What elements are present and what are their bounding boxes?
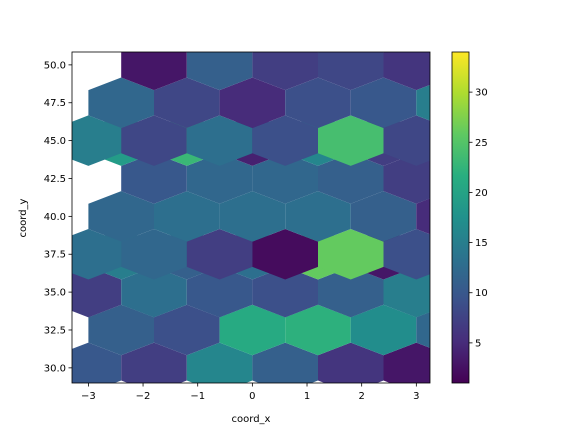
hexbin-cell: [515, 153, 576, 204]
hexbin-cell: [285, 304, 351, 356]
hexbin-cell: [482, 305, 548, 356]
x-axis-label: coord_x: [232, 414, 271, 425]
colorbar-tick-label: 5: [475, 338, 481, 349]
plot-frame: [71, 51, 431, 384]
hexbin-cell: [318, 115, 384, 166]
hexbin-cell: [318, 229, 384, 280]
hexbin-cell: [252, 229, 318, 280]
hexbin-cell: [252, 342, 318, 383]
hexbin-cell: [350, 77, 417, 128]
hexbin-cell: [383, 115, 430, 166]
hexbin-cell: [416, 312, 430, 348]
hexbin-cell: [383, 342, 430, 383]
y-tick-label: 50.0: [44, 60, 66, 71]
hexbin-cell: [72, 266, 122, 318]
x-axis: −3 −2 −1 0 1 2 3: [81, 383, 420, 402]
hexbin-cell: [318, 266, 384, 318]
y-tick-label: 37.5: [44, 250, 66, 261]
hexbin-cell: [548, 191, 576, 242]
hexbin-cell: [154, 191, 220, 242]
hexbin-cell: [88, 191, 154, 242]
x-tick-label: 3: [413, 391, 419, 402]
hexbin-cell: [219, 191, 286, 242]
hexbin-cell: [121, 153, 187, 204]
hexbin-cell: [252, 266, 318, 318]
hexbin-cell: [318, 52, 384, 91]
y-tick-label: 35.0: [44, 288, 66, 299]
y-axis-label: coord_y: [18, 198, 29, 237]
y-tick-label: 42.5: [44, 174, 66, 185]
hexbin-cell: [383, 229, 430, 280]
hexbin-cell: [121, 52, 187, 91]
hexbin-cell: [515, 343, 576, 394]
colorbar: [451, 51, 470, 384]
hexbin-cell: [482, 191, 548, 242]
hexbin-cell: [548, 229, 576, 280]
colorbar-tick-label: 15: [475, 238, 488, 249]
hexbin-cell: [350, 191, 417, 242]
hexbin-cell: [252, 115, 318, 166]
hexbin-cell: [186, 52, 253, 91]
x-tick-label: −2: [136, 391, 151, 402]
x-tick-label: −1: [190, 391, 205, 402]
colorbar-axis: 5 10 15 20 25 30: [469, 88, 488, 349]
hexbin-cell: [252, 153, 318, 204]
hexbin-cell: [121, 342, 187, 383]
hexbin-cell: [219, 304, 286, 356]
hexbin-cell: [186, 153, 253, 204]
x-tick-label: 0: [249, 391, 255, 402]
hexbin-cell: [121, 266, 187, 318]
hexbin-cell: [88, 304, 154, 356]
hexbin-cell: [186, 342, 253, 383]
hexbin-cell: [186, 115, 253, 166]
colorbar-tick-label: 20: [475, 188, 488, 199]
hexbin-cell: [482, 115, 548, 165]
y-tick-label: 47.5: [44, 98, 66, 109]
hexbin-cell: [186, 229, 253, 280]
hexbin-cell: [515, 115, 576, 165]
hexbin-cell: [416, 198, 430, 235]
hexbin-cell: [318, 342, 384, 383]
x-tick-label: −3: [81, 391, 96, 402]
hexbin-cell: [154, 77, 220, 128]
hexbin-cell: [548, 115, 576, 165]
hexbin-cell: [383, 52, 430, 91]
hexbin-cell: [548, 78, 576, 129]
hexbin-cell: [482, 78, 548, 129]
hexbin-cell: [318, 153, 384, 204]
hexbin-cells: [72, 40, 576, 394]
y-tick-label: 32.5: [44, 325, 66, 336]
x-tick-label: 2: [358, 391, 364, 402]
hexbin-cell: [121, 115, 187, 166]
hexbin-cell: [72, 115, 122, 166]
hexbin-cell: [416, 84, 430, 121]
colorbar-tick-label: 30: [475, 88, 488, 99]
hexbin-cell: [285, 77, 351, 128]
hexbin-cell: [482, 229, 548, 280]
x-tick-label: 1: [304, 391, 310, 402]
y-tick-label: 30.0: [44, 363, 66, 374]
hexbin-cell: [515, 40, 576, 91]
hexbin-cell: [285, 191, 351, 242]
colorbar-tick-label: 10: [475, 288, 488, 299]
y-tick-label: 40.0: [44, 212, 66, 223]
hexbin-cell: [252, 52, 318, 91]
y-tick-label: 45.0: [44, 136, 66, 147]
hexbin-cell: [219, 77, 286, 128]
y-axis: 30.0 32.5 35.0 37.5 40.0 42.5 45.0 47.5 50.0: [44, 60, 72, 374]
hexbin-cell: [383, 266, 430, 318]
hexbin-cell: [350, 304, 417, 356]
hexbin-cell: [121, 229, 187, 280]
hexbin-cell: [383, 153, 430, 204]
hexbin-cell: [515, 229, 576, 280]
hexbin-cell: [548, 305, 576, 356]
hexbin-cell: [72, 229, 122, 280]
hexbin-cell: [72, 342, 122, 383]
hexbin-cell: [88, 77, 154, 128]
colorbar-tick-label: 25: [475, 138, 488, 149]
hexbin-cell: [154, 304, 220, 356]
hexbin-cell: [186, 266, 253, 318]
hexbin-cell: [515, 267, 576, 318]
